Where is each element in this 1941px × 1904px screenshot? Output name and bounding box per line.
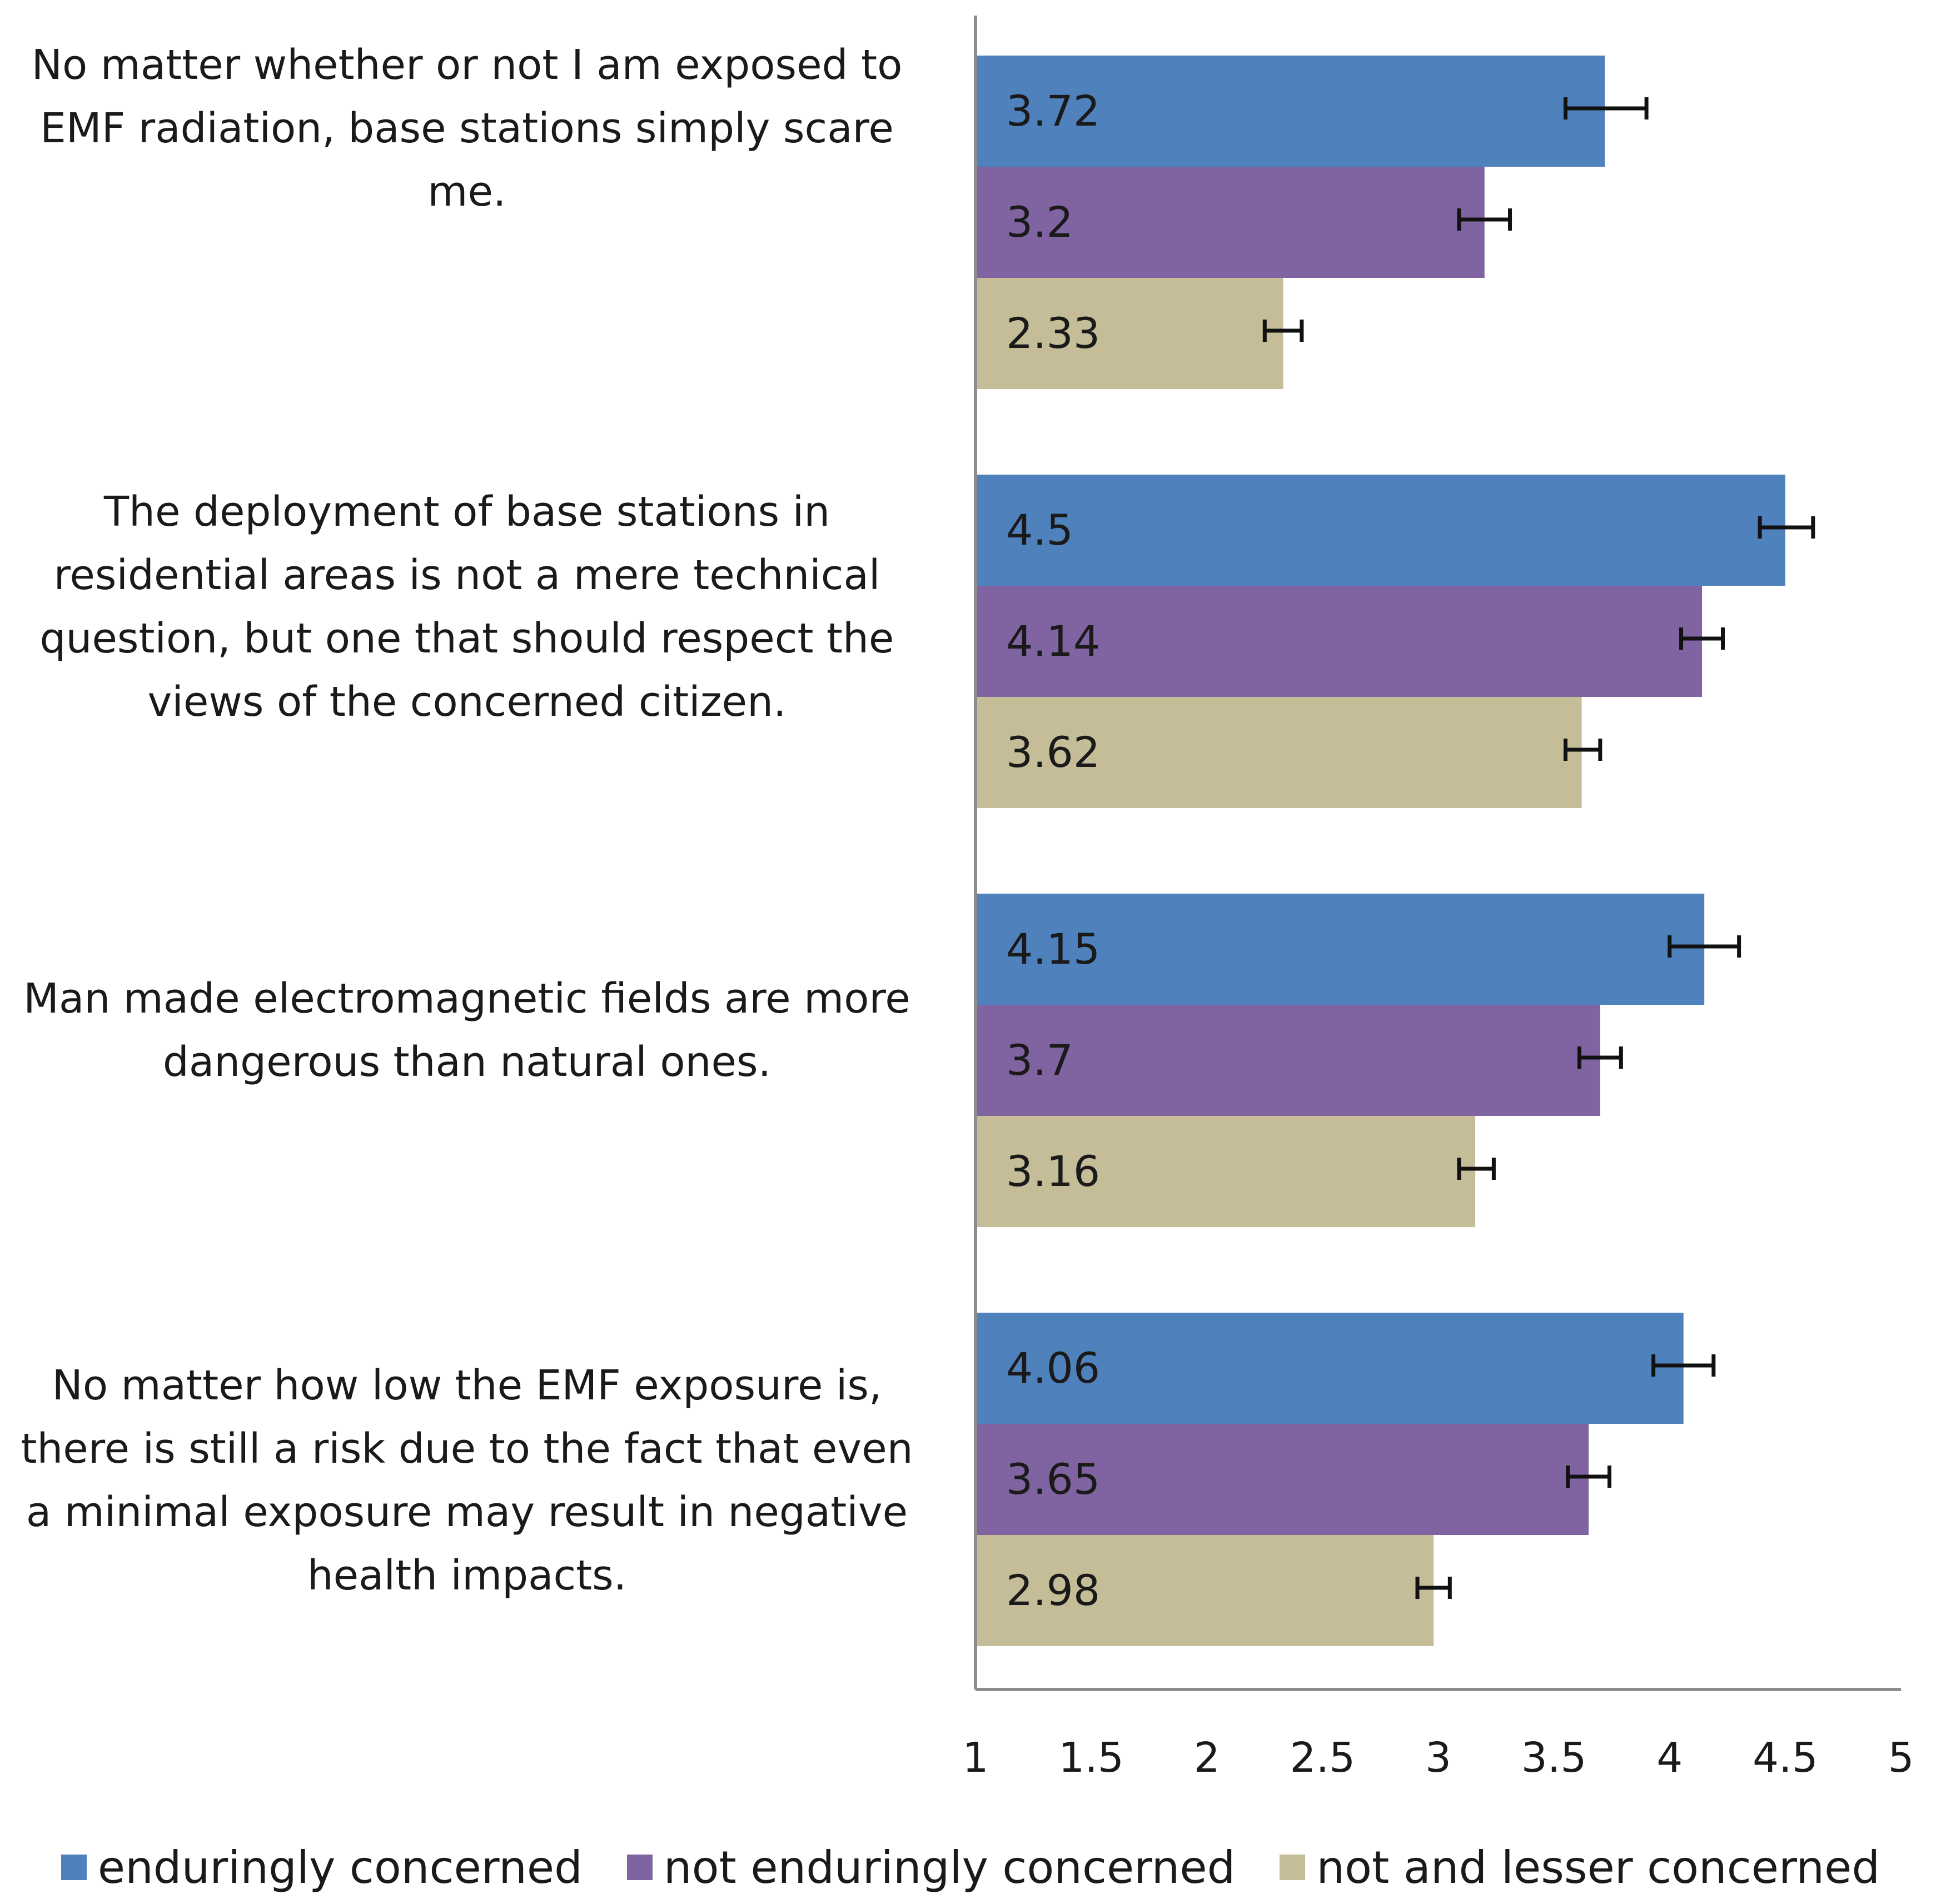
legend-label-not-enduringly-concerned: not enduringly concerned [663,1841,1236,1893]
data-label-enduringly-concerned-4: 4.06 [1006,1343,1100,1393]
data-label-not-and-lesser-concerned-2: 3.62 [1006,727,1100,777]
x-tick-label-2: 1.5 [1058,1734,1124,1782]
data-label-enduringly-concerned-3: 4.15 [1006,924,1100,974]
category-label-2: The deployment of base stations in resid… [39,488,894,726]
data-label-not-and-lesser-concerned-4: 2.98 [1006,1566,1100,1615]
bar-enduringly-concerned-1 [976,56,1605,167]
legend-swatch-enduringly-concerned [61,1855,87,1880]
x-tick-label-8: 4.5 [1753,1734,1818,1782]
category-label-3: Man made electromagnetic fields are more… [23,975,910,1086]
category-label-1: No matter whether or not I am exposed to… [31,41,903,216]
legend-swatch-not-enduringly-concerned [626,1855,653,1880]
legend-swatch-not-and-lesser-concerned [1280,1855,1306,1880]
bar-not-and-lesser-concerned-1 [976,278,1283,389]
x-tick-label-7: 4 [1656,1734,1683,1782]
data-label-not-enduringly-concerned-2: 4.14 [1006,616,1100,666]
legend: enduringly concerned not enduringly conc… [0,1834,1941,1901]
bar-enduringly-concerned-2 [976,475,1785,586]
data-label-not-and-lesser-concerned-3: 3.16 [1006,1147,1100,1196]
legend-label-not-and-lesser-concerned: not and lesser concerned [1316,1841,1880,1893]
bar-not-and-lesser-concerned-4 [976,1535,1434,1646]
x-tick-label-4: 2.5 [1290,1734,1356,1782]
data-label-not-enduringly-concerned-3: 3.7 [1006,1035,1073,1085]
data-label-not-and-lesser-concerned-1: 2.33 [1006,308,1100,358]
bar-enduringly-concerned-3 [976,894,1705,1005]
data-label-not-enduringly-concerned-1: 3.2 [1006,197,1073,247]
data-label-enduringly-concerned-2: 4.5 [1006,505,1073,555]
x-tick-label-6: 3.5 [1521,1734,1587,1782]
x-tick-label-5: 3 [1425,1734,1451,1782]
bar-enduringly-concerned-4 [976,1313,1684,1424]
bar-not-and-lesser-concerned-3 [976,1116,1476,1227]
data-label-enduringly-concerned-1: 3.72 [1006,86,1100,136]
x-tick-label-3: 2 [1194,1734,1220,1782]
bar-not-enduringly-concerned-1 [976,167,1485,278]
bar-not-and-lesser-concerned-2 [976,697,1582,808]
x-tick-label-1: 1 [962,1734,988,1782]
x-tick-label-9: 5 [1888,1734,1914,1782]
bar-not-enduringly-concerned-3 [976,1005,1600,1116]
legend-item-enduringly-concerned: enduringly concerned [61,1842,583,1893]
legend-label-enduringly-concerned: enduringly concerned [97,1841,583,1893]
legend-item-not-and-lesser-concerned: not and lesser concerned [1280,1842,1880,1893]
data-label-not-enduringly-concerned-4: 3.65 [1006,1454,1100,1504]
bar-not-enduringly-concerned-4 [976,1424,1589,1535]
legend-item-not-enduringly-concerned: not enduringly concerned [626,1841,1236,1893]
bar-not-enduringly-concerned-2 [976,586,1703,697]
category-label-4: No matter how low the EMF exposure is, t… [21,1362,913,1599]
